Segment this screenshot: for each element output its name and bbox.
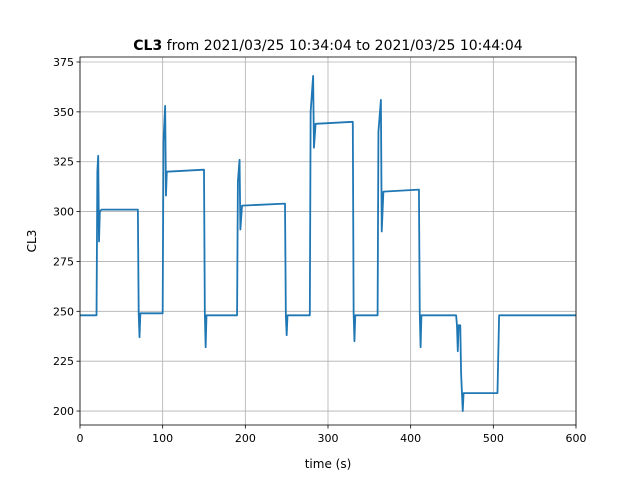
- y-tick-label: 275: [53, 255, 74, 268]
- title-rest: from 2021/03/25 10:34:04 to 2021/03/25 1…: [167, 38, 523, 54]
- chart-title: CL3 from 2021/03/25 10:34:04 to 2021/03/…: [133, 38, 523, 54]
- y-axis-label: CL3: [25, 230, 39, 253]
- y-tick-label: 250: [53, 305, 74, 318]
- title-bold: CL3: [133, 38, 162, 54]
- y-tick-label: 375: [53, 56, 74, 69]
- x-tick-label: 500: [483, 432, 504, 445]
- x-tick-label: 300: [318, 432, 339, 445]
- x-tick-label: 400: [400, 432, 421, 445]
- x-tick-label: 200: [235, 432, 256, 445]
- x-axis-label: time (s): [305, 457, 352, 471]
- x-tick-label: 0: [77, 432, 84, 445]
- y-tick-label: 225: [53, 355, 74, 368]
- plot-frame: [79, 56, 577, 426]
- y-tick-label: 200: [53, 405, 74, 418]
- y-tick-label: 325: [53, 156, 74, 169]
- data-line: [80, 75, 576, 412]
- y-tick-label: 350: [53, 106, 74, 119]
- x-tick-label: 100: [152, 432, 173, 445]
- x-tick-label: 600: [566, 432, 587, 445]
- y-tick-label: 300: [53, 206, 74, 219]
